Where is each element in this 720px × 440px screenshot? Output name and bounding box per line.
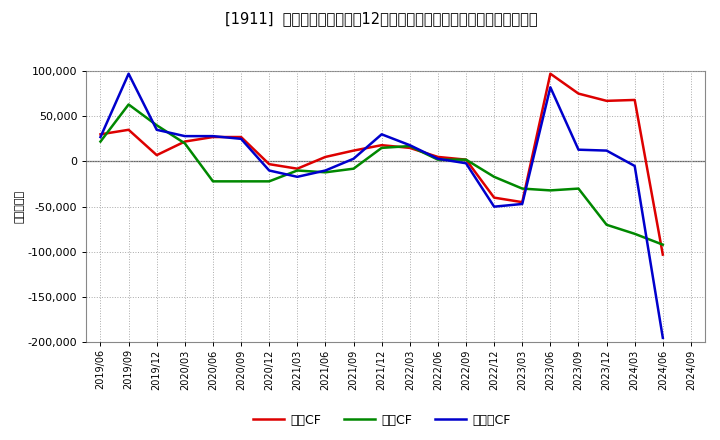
フリーCF bbox=[237, 136, 246, 142]
営業CF bbox=[293, 166, 302, 171]
フリーCF bbox=[96, 134, 105, 139]
営業CF bbox=[433, 154, 442, 160]
営業CF bbox=[321, 154, 330, 160]
フリーCF bbox=[659, 335, 667, 341]
投資CF bbox=[631, 231, 639, 236]
フリーCF bbox=[265, 168, 274, 173]
フリーCF bbox=[321, 168, 330, 173]
営業CF bbox=[237, 134, 246, 139]
営業CF bbox=[518, 199, 526, 205]
投資CF bbox=[433, 157, 442, 162]
フリーCF bbox=[490, 204, 498, 209]
Legend: 営業CF, 投資CF, フリーCF: 営業CF, 投資CF, フリーCF bbox=[248, 409, 516, 432]
フリーCF bbox=[377, 132, 386, 137]
Text: [1911]  キャッシュフローの12か月移動合計の対前年同期増減額の推移: [1911] キャッシュフローの12か月移動合計の対前年同期増減額の推移 bbox=[225, 11, 538, 26]
フリーCF bbox=[433, 156, 442, 161]
投資CF bbox=[125, 102, 133, 107]
営業CF bbox=[659, 252, 667, 257]
営業CF bbox=[349, 148, 358, 153]
投資CF bbox=[321, 170, 330, 175]
フリーCF bbox=[462, 161, 470, 166]
投資CF bbox=[490, 174, 498, 180]
投資CF bbox=[405, 143, 414, 149]
フリーCF bbox=[518, 202, 526, 207]
営業CF bbox=[574, 91, 582, 96]
投資CF bbox=[659, 242, 667, 247]
営業CF bbox=[405, 145, 414, 150]
フリーCF bbox=[209, 133, 217, 139]
投資CF bbox=[602, 222, 611, 227]
営業CF bbox=[181, 139, 189, 144]
投資CF bbox=[96, 139, 105, 144]
投資CF bbox=[349, 166, 358, 171]
投資CF bbox=[462, 157, 470, 162]
Y-axis label: （百万円）: （百万円） bbox=[15, 190, 25, 223]
営業CF bbox=[377, 143, 386, 148]
投資CF bbox=[377, 145, 386, 150]
フリーCF bbox=[574, 147, 582, 152]
Line: 営業CF: 営業CF bbox=[101, 74, 663, 255]
投資CF bbox=[237, 179, 246, 184]
営業CF bbox=[125, 127, 133, 132]
フリーCF bbox=[293, 174, 302, 180]
投資CF bbox=[546, 188, 554, 193]
営業CF bbox=[265, 161, 274, 167]
営業CF bbox=[631, 97, 639, 103]
営業CF bbox=[96, 132, 105, 137]
営業CF bbox=[490, 195, 498, 200]
営業CF bbox=[602, 98, 611, 103]
フリーCF bbox=[125, 71, 133, 77]
フリーCF bbox=[631, 163, 639, 169]
投資CF bbox=[209, 179, 217, 184]
営業CF bbox=[546, 71, 554, 77]
フリーCF bbox=[546, 84, 554, 90]
投資CF bbox=[153, 123, 161, 128]
Line: フリーCF: フリーCF bbox=[101, 74, 663, 338]
投資CF bbox=[181, 141, 189, 146]
フリーCF bbox=[405, 143, 414, 148]
Line: 投資CF: 投資CF bbox=[101, 104, 663, 245]
投資CF bbox=[265, 179, 274, 184]
フリーCF bbox=[602, 148, 611, 153]
営業CF bbox=[462, 157, 470, 162]
営業CF bbox=[209, 134, 217, 139]
営業CF bbox=[153, 153, 161, 158]
フリーCF bbox=[153, 127, 161, 132]
投資CF bbox=[574, 186, 582, 191]
投資CF bbox=[293, 168, 302, 173]
フリーCF bbox=[181, 133, 189, 139]
フリーCF bbox=[349, 156, 358, 161]
投資CF bbox=[518, 186, 526, 191]
